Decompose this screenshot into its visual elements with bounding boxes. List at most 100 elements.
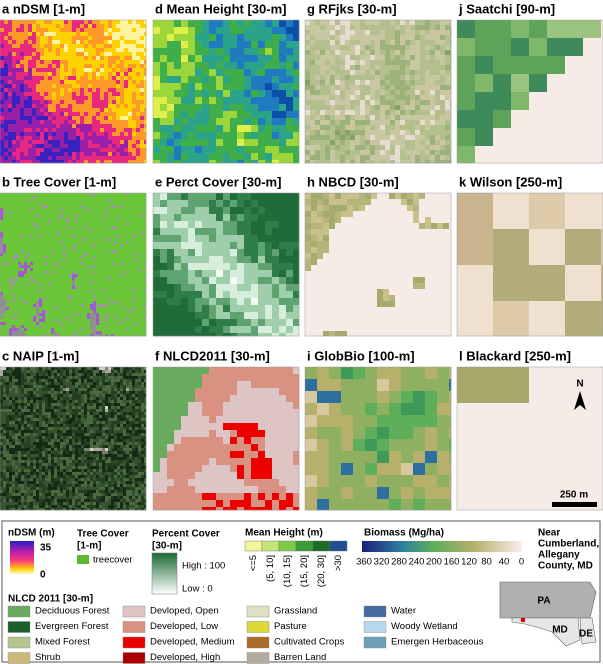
map-pixel bbox=[69, 229, 73, 233]
map-pixel bbox=[370, 35, 376, 41]
map-pixel bbox=[76, 24, 81, 29]
map-pixel bbox=[345, 25, 351, 31]
map-pixel bbox=[126, 223, 130, 227]
map-pixel bbox=[72, 116, 77, 121]
map-pixel bbox=[105, 235, 109, 239]
map-pixel bbox=[63, 292, 67, 296]
map-pixel bbox=[117, 268, 121, 272]
map-pixel bbox=[24, 205, 28, 209]
map-pixel bbox=[126, 268, 130, 272]
map-pixel bbox=[96, 265, 100, 269]
map-pixel bbox=[45, 217, 49, 221]
map-pixel bbox=[76, 156, 81, 161]
map-pixel bbox=[126, 214, 130, 218]
map-pixel bbox=[15, 289, 19, 293]
map-pixel bbox=[93, 211, 97, 215]
map-pixel bbox=[57, 232, 61, 236]
map-pixel bbox=[15, 256, 19, 260]
map-pixel bbox=[370, 30, 376, 36]
map-pixel bbox=[100, 96, 105, 101]
map-pixel bbox=[112, 64, 117, 69]
map-pixel bbox=[390, 70, 396, 76]
map-pixel bbox=[80, 20, 85, 25]
map-pixel bbox=[27, 262, 31, 266]
map-pixel bbox=[33, 244, 37, 248]
map-pixel bbox=[3, 304, 7, 308]
map-pixel bbox=[120, 132, 125, 137]
map-pixel bbox=[84, 64, 89, 69]
map-pixel bbox=[102, 319, 106, 323]
map-pixel bbox=[33, 217, 37, 221]
map-pixel bbox=[84, 304, 88, 308]
map-pixel bbox=[126, 289, 130, 293]
map-pixel bbox=[57, 214, 61, 218]
map-pixel bbox=[54, 286, 58, 290]
map-pixel bbox=[144, 325, 147, 329]
map-pixel bbox=[400, 90, 406, 96]
map-pixel bbox=[102, 265, 106, 269]
map-pixel bbox=[16, 120, 21, 125]
map-pixel bbox=[380, 100, 386, 106]
map-pixel bbox=[286, 153, 294, 161]
map-pixel bbox=[96, 80, 101, 85]
map-pixel bbox=[305, 85, 311, 91]
map-pixel bbox=[425, 125, 431, 131]
map-pixel bbox=[18, 331, 22, 335]
map-pixel bbox=[27, 238, 31, 242]
map-pixel bbox=[18, 289, 22, 293]
map-pixel bbox=[8, 136, 13, 141]
map-pixel bbox=[315, 70, 321, 76]
map-pixel bbox=[24, 52, 29, 57]
map-pixel bbox=[188, 146, 196, 154]
map-pixel bbox=[21, 331, 25, 335]
map-pixel bbox=[6, 220, 10, 224]
map-pixel bbox=[370, 75, 376, 81]
map-pixel bbox=[27, 196, 31, 200]
map-pixel bbox=[120, 44, 125, 49]
panel-title: g RFjks [30-m] bbox=[307, 1, 397, 16]
map-pixel bbox=[138, 226, 142, 230]
map-pixel bbox=[21, 274, 25, 278]
map-pixel bbox=[12, 235, 16, 239]
map-pixel bbox=[375, 125, 381, 131]
map-pixel bbox=[90, 229, 94, 233]
map-pixel bbox=[244, 153, 252, 161]
map-pixel bbox=[395, 95, 401, 101]
map-pixel bbox=[132, 262, 136, 266]
map-pixel bbox=[258, 62, 266, 70]
map-pixel bbox=[141, 232, 145, 236]
map-pixel bbox=[54, 205, 58, 209]
map-pixel bbox=[440, 55, 446, 61]
map-pixel bbox=[99, 271, 103, 275]
map-pixel bbox=[84, 298, 88, 302]
map-pixel bbox=[114, 274, 118, 278]
map-pixel bbox=[6, 295, 10, 299]
map-pixel bbox=[78, 211, 82, 215]
map-pixel bbox=[24, 128, 29, 133]
map-pixel bbox=[3, 286, 7, 290]
map-pixel bbox=[40, 36, 45, 41]
map-pixel bbox=[132, 211, 136, 215]
map-pixel bbox=[430, 35, 436, 41]
map-pixel bbox=[430, 95, 436, 101]
map-pixel bbox=[136, 120, 141, 125]
map-pixel bbox=[44, 28, 49, 33]
map-pixel bbox=[370, 135, 376, 141]
map-pixel bbox=[33, 316, 37, 320]
map-pixel bbox=[375, 85, 381, 91]
map-pixel bbox=[325, 135, 331, 141]
map-pixel bbox=[375, 30, 381, 36]
map-pixel bbox=[108, 235, 112, 239]
map-pixel bbox=[39, 322, 43, 326]
map-pixel bbox=[425, 140, 431, 146]
map-pixel bbox=[415, 65, 421, 71]
map-pixel bbox=[63, 262, 67, 266]
map-pixel bbox=[195, 160, 203, 164]
map-pixel bbox=[265, 20, 273, 28]
map-pixel bbox=[565, 20, 584, 39]
map-pixel bbox=[27, 241, 31, 245]
map-pixel bbox=[15, 271, 19, 275]
map-pixel bbox=[51, 232, 55, 236]
map-pixel bbox=[45, 265, 49, 269]
map-pixel bbox=[405, 20, 411, 26]
